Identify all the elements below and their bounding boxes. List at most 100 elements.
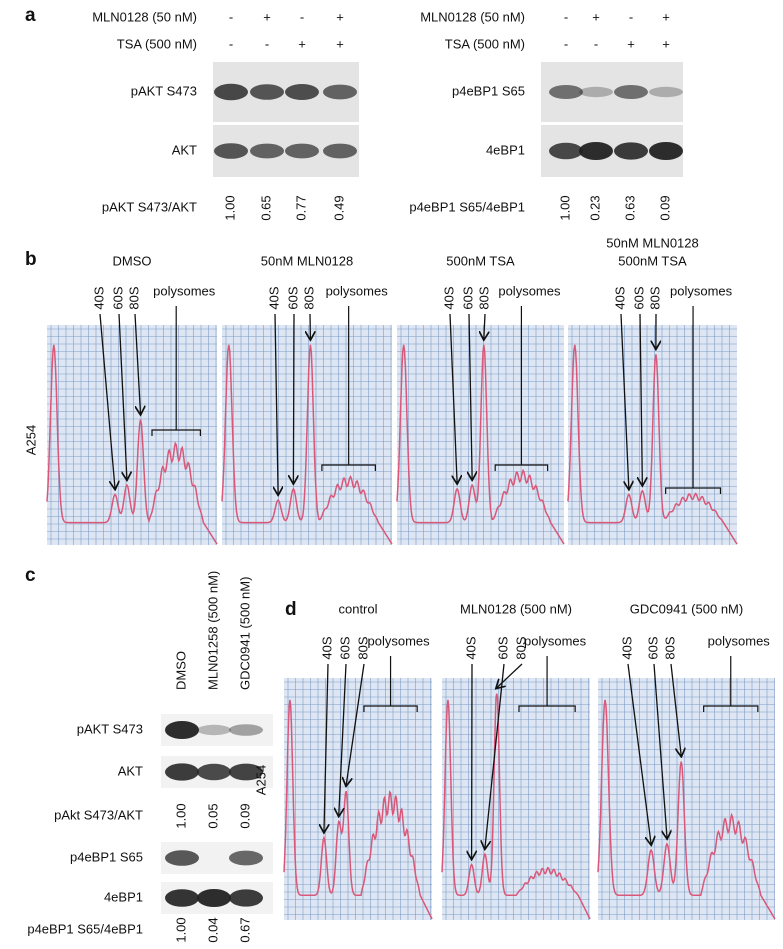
row-label: p4eBP1 S65 (70, 849, 143, 864)
sign: - (229, 36, 233, 51)
arrow (324, 663, 328, 832)
treatment-label: TSA (500 nM) (117, 36, 197, 51)
sign: + (662, 9, 670, 24)
peak-label: 60S (460, 286, 475, 309)
ratio: 1.00 (557, 195, 572, 220)
trace (46, 344, 218, 545)
trace (441, 693, 591, 920)
treatment-label: TSA (500 nM) (445, 36, 525, 51)
peak-label: 80S (662, 636, 677, 659)
arrow (99, 313, 115, 488)
profile-title: GDC0941 (500 nM) (630, 601, 743, 616)
band (323, 84, 357, 100)
bracket (494, 306, 549, 471)
peak-label: 40S (266, 286, 281, 309)
ratio: 0.23 (587, 195, 602, 220)
chart-paper (284, 678, 432, 920)
sign: + (298, 36, 306, 51)
panel-label: a (25, 5, 36, 26)
panel-label: b (25, 249, 37, 270)
peak-label: 80S (126, 286, 141, 309)
band (285, 84, 319, 100)
chart-paper (598, 678, 775, 920)
band (614, 142, 648, 160)
trace (567, 344, 738, 545)
bracket (665, 306, 722, 494)
arrow (640, 313, 642, 485)
sign: - (229, 9, 233, 24)
ratio: 0.49 (331, 195, 346, 220)
blot-label: AKT (172, 142, 197, 157)
polysomes-label: polysomes (367, 633, 430, 648)
ratio: 0.05 (205, 803, 220, 828)
arrow (484, 313, 485, 339)
ratio: 0.77 (293, 195, 308, 220)
arrow (620, 313, 629, 489)
treatment-label: MLN0128 (50 nM) (420, 9, 525, 24)
profile-title: 50nM MLN0128 (606, 235, 699, 250)
panel-label: c (25, 565, 36, 586)
panel-label: d (285, 599, 297, 620)
band (165, 763, 199, 781)
polysomes-label: polysomes (670, 283, 733, 298)
polysomes-label: polysomes (153, 283, 216, 298)
ratio: 0.67 (237, 917, 252, 942)
ratio: 0.09 (657, 195, 672, 220)
sign: + (336, 36, 344, 51)
bracket (518, 656, 576, 712)
peak-label: 40S (463, 636, 478, 659)
peak-label: 60S (631, 286, 646, 309)
blot-label: 4eBP1 (486, 142, 525, 157)
band (579, 86, 613, 98)
band (579, 142, 613, 160)
band (649, 86, 683, 98)
arrow (275, 313, 278, 494)
ratio: 1.00 (173, 917, 188, 942)
peak-label: 40S (612, 286, 627, 309)
arrow (627, 663, 651, 844)
peak-label: 60S (337, 636, 352, 659)
ratio: 1.00 (173, 803, 188, 828)
blot-label: p4eBP1 S65 (452, 83, 525, 98)
arrow (293, 313, 294, 483)
band (197, 763, 231, 781)
bracket (321, 306, 376, 471)
lane-label: MLN01258 (500 nM) (205, 571, 220, 690)
trace (221, 344, 393, 545)
band (197, 724, 231, 736)
band (229, 889, 263, 907)
peak-label: 80S (301, 286, 316, 309)
band (214, 143, 248, 159)
ratio-label: pAKT S473/AKT (102, 199, 197, 214)
peak-label: 60S (110, 286, 125, 309)
sign: + (336, 9, 344, 24)
sign: - (265, 36, 269, 51)
peak-label: 40S (91, 286, 106, 309)
axis-label: A254 (23, 425, 38, 455)
sign: + (592, 9, 600, 24)
ratio: 0.09 (237, 803, 252, 828)
band (229, 724, 263, 736)
band (285, 143, 319, 159)
row-label: 4eBP1 (104, 889, 143, 904)
profile-title: MLN0128 (500 nM) (460, 601, 572, 616)
peak-label: 60S (285, 286, 300, 309)
band (229, 763, 263, 781)
sign: - (300, 9, 304, 24)
band (165, 721, 199, 739)
profile-title: 500nM TSA (618, 253, 687, 268)
arrow (485, 663, 505, 848)
treatment-label: MLN0128 (50 nM) (92, 9, 197, 24)
row-label: p4eBP1 S65/4eBP1 (27, 921, 143, 936)
band (250, 143, 284, 159)
trace (396, 344, 565, 545)
peak-label: 40S (619, 636, 634, 659)
trace (283, 699, 433, 920)
sign: - (564, 36, 568, 51)
sign: + (627, 36, 635, 51)
arrow (497, 663, 523, 688)
profile-title: DMSO (113, 253, 152, 268)
blot-label: pAKT S473 (131, 83, 197, 98)
sign: + (662, 36, 670, 51)
